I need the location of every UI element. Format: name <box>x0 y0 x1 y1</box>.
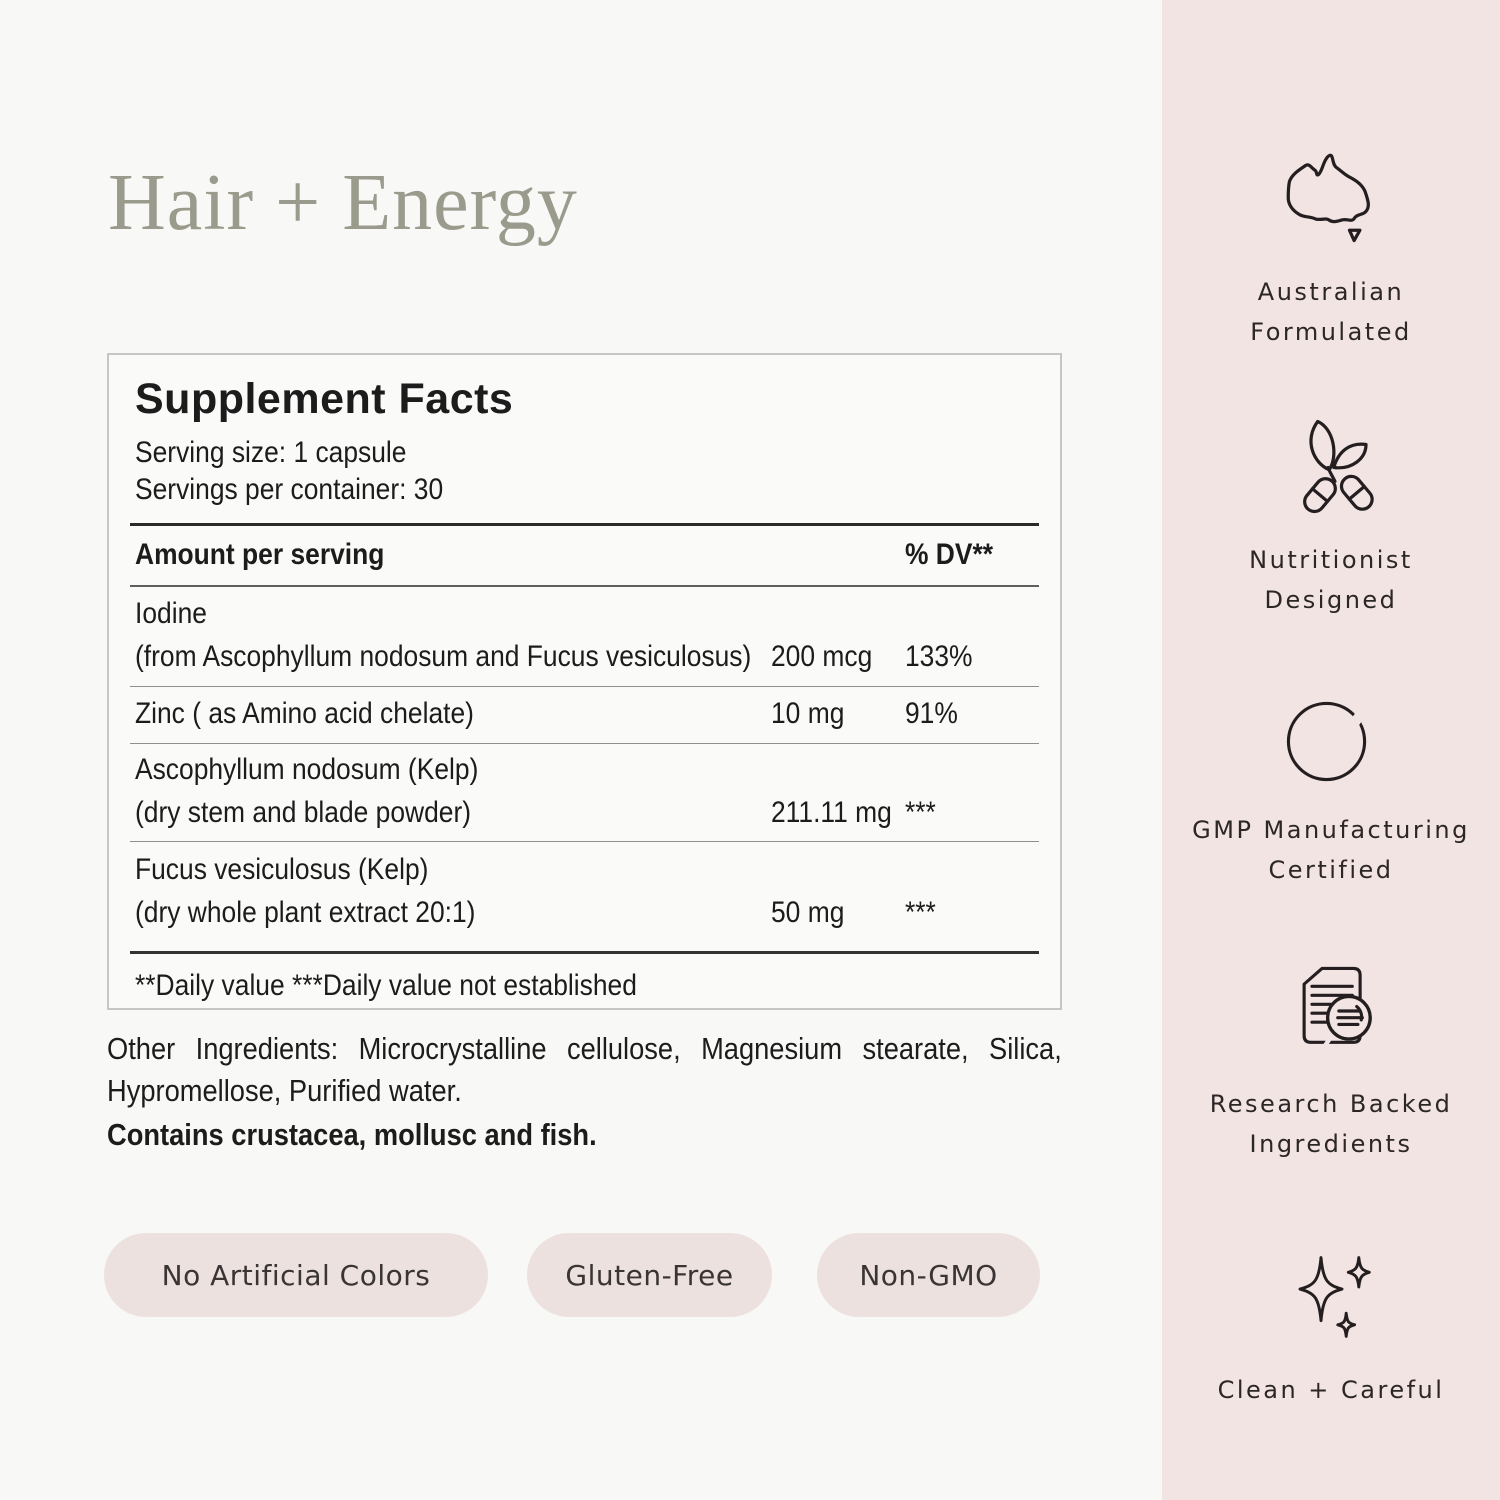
cert-nutritionist-designed: Nutritionist Designed <box>1162 408 1500 620</box>
table-row: Fucus vesiculosus (Kelp) (dry whole plan… <box>130 842 1039 951</box>
allergen-statement: Contains crustacea, mollusc and fish. <box>107 1117 597 1152</box>
supplement-facts-panel: Supplement Facts Serving size: 1 capsule… <box>107 353 1062 1010</box>
badge-gluten-free: Gluten-Free <box>527 1233 772 1317</box>
nutrient-dv: 91% <box>905 697 958 730</box>
cert-label: GMP Manufacturing Certified <box>1192 816 1470 884</box>
table-row: Iodine (from Ascophyllum nodosum and Fuc… <box>130 587 1039 687</box>
supplement-facts-heading: Supplement Facts <box>135 375 514 423</box>
nutrient-amount: 50 mg <box>771 896 845 929</box>
cert-research-backed: Research Backed Ingredients <box>1162 952 1500 1164</box>
nutrient-name: Zinc ( as Amino acid chelate) <box>135 697 474 730</box>
cert-australian-formulated: Australian Formulated <box>1162 140 1500 352</box>
servings-per-container: Servings per container: 30 <box>135 473 444 506</box>
table-row: Ascophyllum nodosum (Kelp) (dry stem and… <box>130 744 1039 842</box>
australia-map-icon <box>1271 140 1391 258</box>
cert-gmp-certified: GMP Manufacturing Certified <box>1162 678 1500 890</box>
nutrient-dv: *** <box>905 896 936 929</box>
sparkles-icon <box>1279 1238 1384 1356</box>
page-title: Hair + Energy <box>108 159 578 247</box>
document-magnifier-icon <box>1275 952 1387 1070</box>
table-row: Zinc ( as Amino acid chelate) 10 mg 91% <box>130 687 1039 744</box>
cert-label: Clean + Careful <box>1217 1376 1445 1404</box>
badge-non-gmo: Non-GMO <box>817 1233 1040 1317</box>
nutrient-amount: 10 mg <box>771 697 845 730</box>
nutrient-amount: 200 mcg <box>771 640 873 673</box>
cert-label: Australian Formulated <box>1250 278 1412 346</box>
table-header-row: Amount per serving % DV** <box>130 523 1039 587</box>
dv-header: % DV** <box>905 538 994 571</box>
cert-label: Nutritionist Designed <box>1249 546 1413 614</box>
serving-size: Serving size: 1 capsule <box>135 436 407 469</box>
nutrient-name: Iodine (from Ascophyllum nodosum and Fuc… <box>135 597 752 673</box>
other-ingredients: Other Ingredients: Microcrystalline cell… <box>107 1028 1062 1156</box>
nutrient-dv: 133% <box>905 640 973 673</box>
nutrient-amount: 211.11 mg <box>771 796 892 829</box>
nutrient-dv: *** <box>905 796 936 829</box>
nutrient-name: Fucus vesiculosus (Kelp) (dry whole plan… <box>135 853 476 929</box>
leaves-capsules-icon <box>1274 408 1389 526</box>
cert-clean-careful: Clean + Careful <box>1162 1238 1500 1410</box>
cert-label: Research Backed Ingredients <box>1209 1090 1453 1158</box>
other-ingredients-text: Other Ingredients: Microcrystalline cell… <box>107 1031 1062 1108</box>
badge-no-artificial-colors: No Artificial Colors <box>104 1233 488 1317</box>
check-circle-icon <box>1275 678 1387 796</box>
daily-value-footnote: **Daily value ***Daily value not establi… <box>130 951 1039 1004</box>
nutrition-table: Amount per serving % DV** Iodine (from A… <box>130 523 1039 1004</box>
amount-header: Amount per serving <box>135 538 385 571</box>
nutrient-name: Ascophyllum nodosum (Kelp) (dry stem and… <box>135 753 479 829</box>
